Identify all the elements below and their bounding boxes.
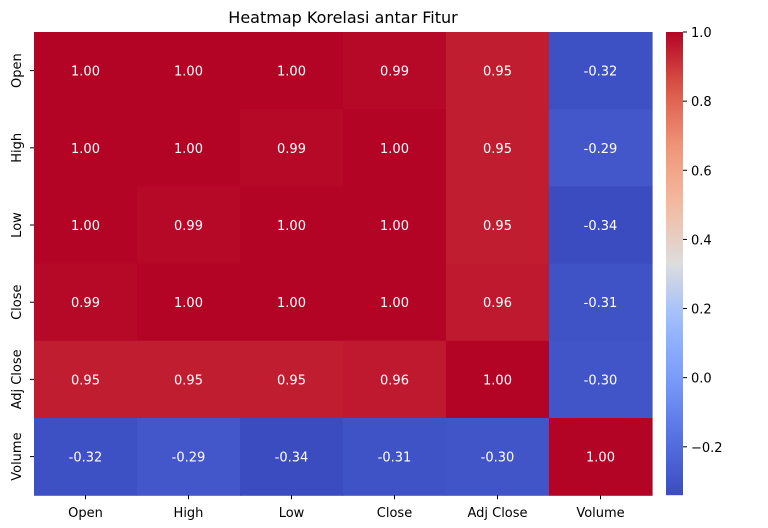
heatmap-cell xyxy=(137,340,241,419)
y-tick-label: Adj Close xyxy=(10,349,25,409)
heatmap-cell xyxy=(549,340,653,419)
cell-annotation: 0.99 xyxy=(380,65,409,80)
heatmap-cell xyxy=(549,263,653,342)
heatmap-cell xyxy=(343,263,447,342)
heatmap-cell-labels: 1.00 1.00 1.00 0.99 0.95 -0.32 1.00 1.00 0.99 1.0… xyxy=(69,65,618,466)
cell-annotation: 0.95 xyxy=(483,65,512,80)
cell-annotation: 1.00 xyxy=(174,65,203,80)
heatmap-cell xyxy=(343,418,447,496)
y-tick-label: High xyxy=(10,133,25,163)
colorbar-tick-label: 0.2 xyxy=(691,303,712,318)
heatmap-cell xyxy=(446,263,550,342)
heatmap-cell xyxy=(34,340,138,419)
heatmap-cell xyxy=(240,340,344,419)
cell-annotation: 1.00 xyxy=(71,142,100,157)
heatmap-cell xyxy=(343,186,447,265)
cell-annotation: 1.00 xyxy=(277,219,306,234)
y-tick-label: Volume xyxy=(10,432,25,480)
cell-annotation: 0.95 xyxy=(277,373,306,388)
heatmap-cell xyxy=(137,186,241,265)
y-axis-ticks: Open High Low Close Adj Close Volume xyxy=(10,53,34,481)
x-axis-ticks: Open High Low Close Adj Close Volume xyxy=(68,495,625,521)
heatmap-cell xyxy=(446,340,550,419)
cell-annotation: 1.00 xyxy=(71,219,100,234)
y-tick-label: Open xyxy=(10,53,25,88)
colorbar: 1.0 0.8 0.6 0.4 0.2 0.0 −0.2 xyxy=(666,26,723,496)
cell-annotation: 0.95 xyxy=(483,142,512,157)
heatmap-cell xyxy=(137,109,241,187)
colorbar-gradient xyxy=(666,32,683,496)
cell-annotation: -0.30 xyxy=(481,451,515,466)
x-tick-label: Open xyxy=(68,506,103,521)
heatmap-cell xyxy=(343,32,447,110)
cell-annotation: 0.96 xyxy=(483,296,512,311)
cell-annotation: -0.32 xyxy=(584,65,618,80)
colorbar-tick-label: 0.8 xyxy=(691,95,712,110)
heatmap-cell xyxy=(34,418,138,496)
cell-annotation: 0.99 xyxy=(174,219,203,234)
heatmap-cell xyxy=(446,186,550,265)
x-tick-label: High xyxy=(174,506,204,521)
heatmap-cell xyxy=(240,263,344,342)
heatmap-cell xyxy=(549,418,653,496)
heatmap-cell xyxy=(343,340,447,419)
heatmap-cell xyxy=(240,418,344,496)
heatmap-cell xyxy=(549,186,653,265)
chart-title: Heatmap Korelasi antar Fitur xyxy=(228,8,458,27)
heatmap-cell xyxy=(549,32,653,110)
colorbar-tick-label: 1.0 xyxy=(691,26,712,41)
cell-annotation: -0.31 xyxy=(584,296,618,311)
x-tick-label: Close xyxy=(377,506,412,521)
x-tick-label: Volume xyxy=(576,506,624,521)
heatmap-cell xyxy=(343,109,447,187)
cell-annotation: 1.00 xyxy=(380,142,409,157)
colorbar-tick-label: 0.6 xyxy=(691,164,712,179)
cell-annotation: 0.95 xyxy=(174,373,203,388)
cell-annotation: 1.00 xyxy=(71,65,100,80)
x-tick-label: Adj Close xyxy=(467,506,527,521)
heatmap-cell xyxy=(34,186,138,265)
heatmap-cell xyxy=(137,32,241,110)
cell-annotation: 1.00 xyxy=(380,219,409,234)
cell-annotation: -0.34 xyxy=(584,219,618,234)
heatmap-cell xyxy=(137,418,241,496)
heatmap-cell xyxy=(34,263,138,342)
y-tick-label: Low xyxy=(10,212,25,238)
heatmap-cell xyxy=(34,32,138,110)
cell-annotation: 0.99 xyxy=(277,142,306,157)
cell-annotation: 0.95 xyxy=(483,219,512,234)
heatmap-cell xyxy=(446,32,550,110)
cell-annotation: -0.32 xyxy=(69,451,103,466)
cell-annotation: 1.00 xyxy=(380,296,409,311)
heatmap-cell xyxy=(240,109,344,187)
cell-annotation: 1.00 xyxy=(174,296,203,311)
cell-annotation: -0.31 xyxy=(378,451,412,466)
y-tick-label: Close xyxy=(10,284,25,319)
colorbar-tick-label: 0.4 xyxy=(691,233,712,248)
cell-annotation: 0.96 xyxy=(380,373,409,388)
cell-annotation: 0.99 xyxy=(71,296,100,311)
heatmap-cell xyxy=(549,109,653,187)
cell-annotation: 1.00 xyxy=(483,373,512,388)
heatmap-cell xyxy=(240,186,344,265)
heatmap-cell xyxy=(446,109,550,187)
heatmap-cell xyxy=(240,32,344,110)
heatmap-cell xyxy=(446,418,550,496)
cell-annotation: 0.95 xyxy=(71,373,100,388)
cell-annotation: 1.00 xyxy=(277,296,306,311)
cell-annotation: -0.29 xyxy=(172,451,206,466)
cell-annotation: -0.30 xyxy=(584,373,618,388)
heatmap-cell xyxy=(137,263,241,342)
cell-annotation: 1.00 xyxy=(277,65,306,80)
cell-annotation: -0.29 xyxy=(584,142,618,157)
cell-annotation: 1.00 xyxy=(586,451,615,466)
colorbar-tick-label: −0.2 xyxy=(691,441,723,456)
colorbar-tick-label: 0.0 xyxy=(691,372,712,387)
cell-annotation: 1.00 xyxy=(174,142,203,157)
x-tick-label: Low xyxy=(279,506,305,521)
cell-annotation: -0.34 xyxy=(275,451,309,466)
heatmap-cells xyxy=(34,32,653,496)
heatmap-cell xyxy=(34,109,138,187)
